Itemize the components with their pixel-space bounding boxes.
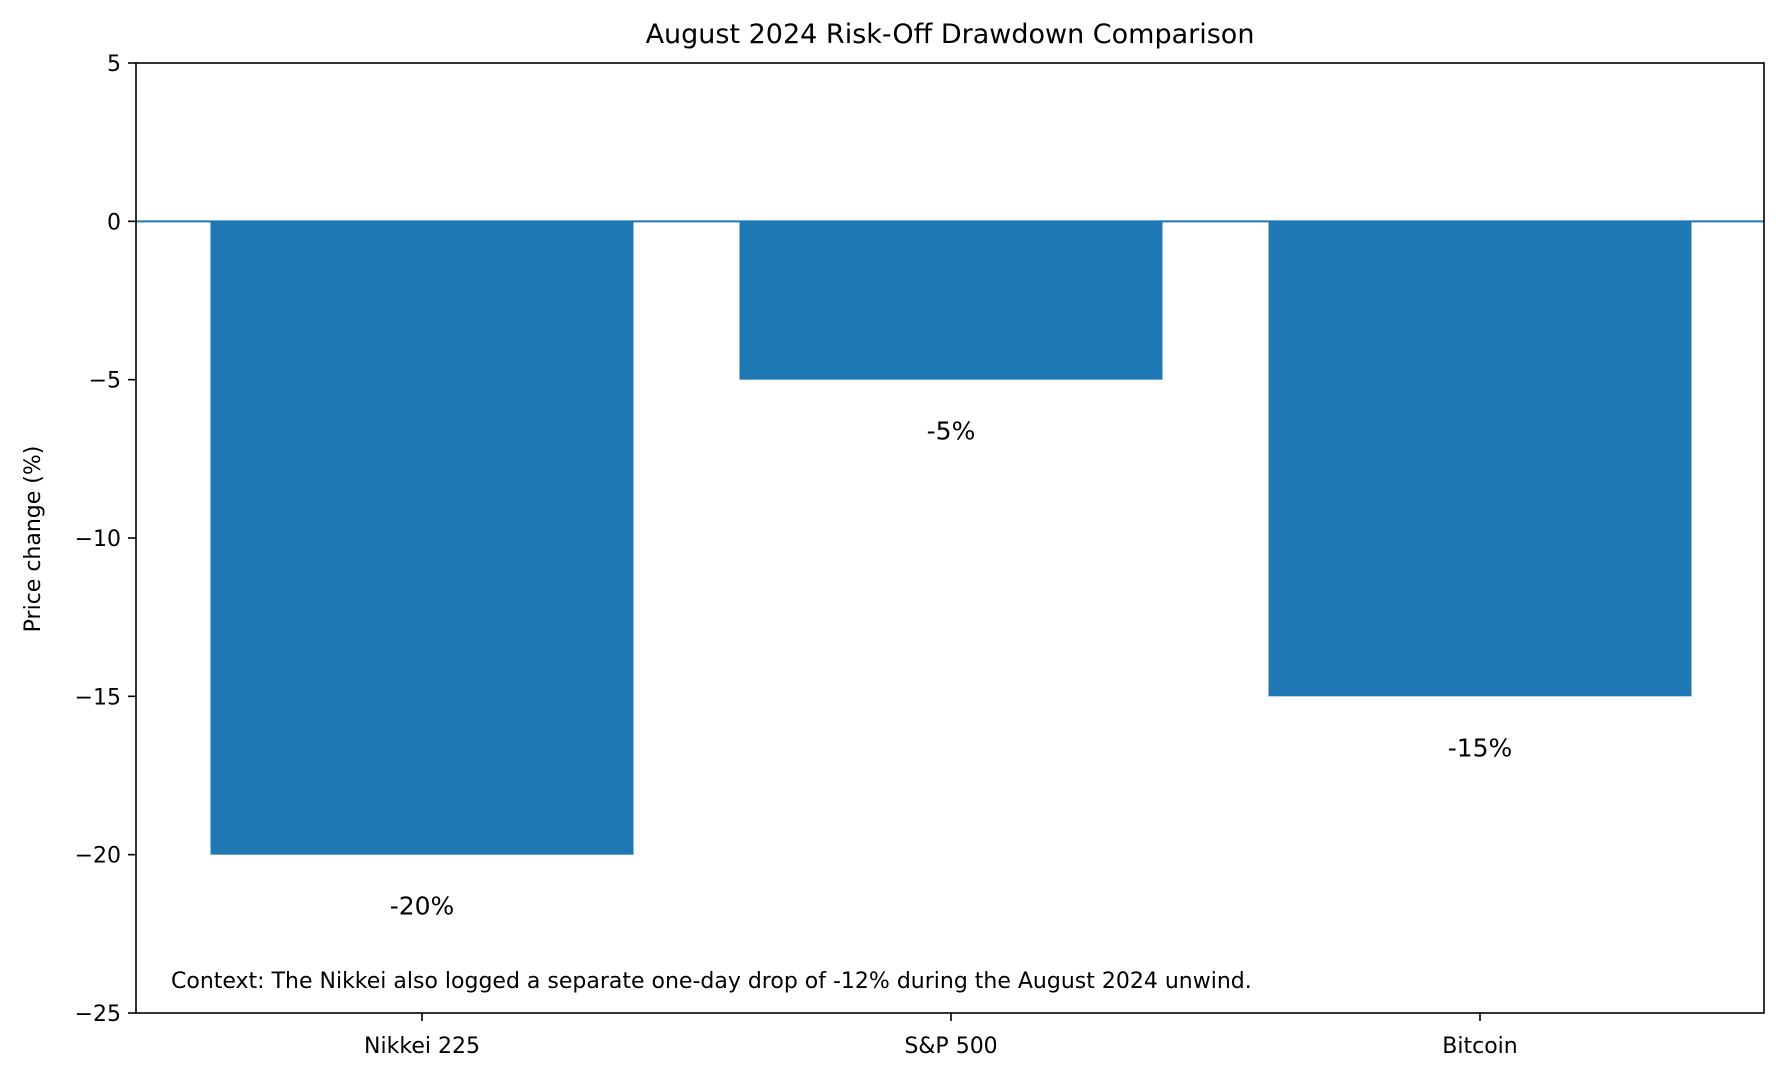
y-axis: 5 0 −5 −10 −15 −20 −25 <box>75 52 136 1027</box>
y-tick-label-4: −10 <box>75 527 121 552</box>
x-tick-label-1: Nikkei 225 <box>364 1034 480 1059</box>
chart-title: August 2024 Risk-Off Drawdown Comparison <box>646 19 1255 50</box>
x-axis: Nikkei 225 S&P 500 Bitcoin <box>364 1013 1518 1059</box>
y-tick-label-1: 5 <box>107 52 121 77</box>
bar-value-label-3: -15% <box>1448 733 1513 762</box>
y-tick-label-5: −15 <box>75 685 121 710</box>
y-axis-label: Price change (%) <box>21 446 46 633</box>
bar-value-label-2: -5% <box>927 417 976 446</box>
x-tick-label-2: S&P 500 <box>904 1034 997 1059</box>
y-tick-label-6: −20 <box>75 844 121 869</box>
bars <box>210 221 1692 855</box>
x-tick-label-3: Bitcoin <box>1442 1034 1517 1059</box>
bar-value-label-1: -20% <box>390 892 455 921</box>
y-tick-label-3: −5 <box>89 369 121 394</box>
bar-1 <box>210 221 634 855</box>
bar-2 <box>739 221 1163 380</box>
context-annotation: Context: The Nikkei also logged a separa… <box>171 969 1252 994</box>
y-tick-label-2: 0 <box>107 210 121 235</box>
bar-labels: -20% -5% -15% <box>390 417 1513 921</box>
bar-3 <box>1268 221 1692 697</box>
y-tick-label-7: −25 <box>75 1002 121 1027</box>
